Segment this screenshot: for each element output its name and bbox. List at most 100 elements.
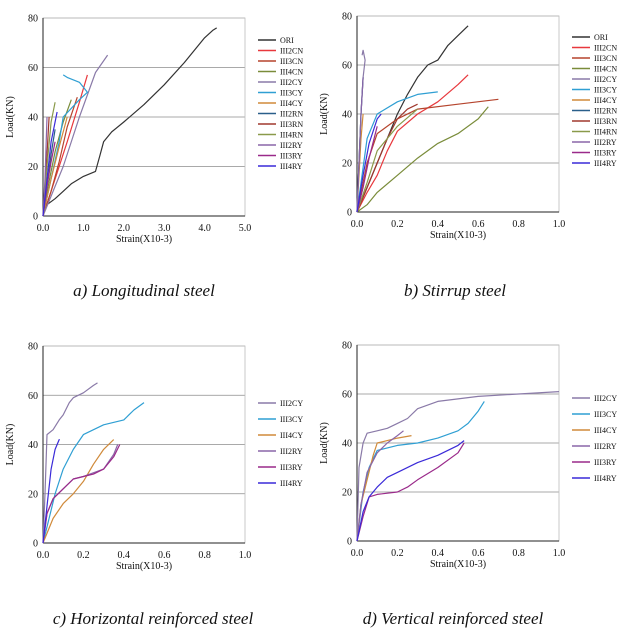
- panel-caption: d) Vertical reinforced steel: [363, 609, 544, 628]
- legend-label: III4RY: [594, 159, 617, 168]
- x-tick-label: 3.0: [158, 223, 171, 234]
- legend-label: III2RY: [280, 447, 303, 456]
- legend-label: III2RY: [594, 138, 617, 147]
- legend-label: III3CY: [280, 415, 303, 424]
- legend-label: III3CY: [280, 89, 303, 98]
- legend-label: III4RY: [280, 479, 303, 488]
- series-line-iii4ry: [356, 113, 382, 213]
- x-axis-label: Strain(X10-3): [116, 234, 172, 245]
- series-line-iii2cy: [42, 382, 98, 544]
- panel-vertical-reinforced-steel: 0 20 40 60 80 0.0 0.2 0.4 0.6 0.8 1.0 Strain(X10-3)…: [319, 341, 617, 629]
- y-tick-label: 80: [342, 341, 352, 352]
- y-tick-label: 20: [28, 489, 38, 500]
- y-tick-label: 60: [342, 61, 352, 72]
- legend-label: ORI: [594, 33, 608, 42]
- y-tick-label: 0: [347, 208, 352, 219]
- x-tick-label: 5.0: [239, 223, 252, 234]
- y-tick-label: 20: [28, 162, 38, 173]
- x-tick-label: 0.0: [37, 550, 50, 561]
- x-tick-label: 0.2: [391, 219, 404, 230]
- legend-label: III3CY: [594, 410, 617, 419]
- legend-label: III3CY: [594, 86, 617, 95]
- y-tick-label: 40: [342, 110, 352, 121]
- series-line-iii4cy: [356, 435, 412, 542]
- legend-label: III3RN: [594, 117, 617, 126]
- legend-label: III2CN: [594, 44, 617, 53]
- x-axis-label: Strain(X10-3): [430, 230, 486, 241]
- y-tick-label: 40: [28, 440, 38, 451]
- series-line-iii2cy: [356, 391, 560, 542]
- x-tick-label: 0.6: [472, 219, 485, 230]
- series-line-iii3cy: [356, 91, 438, 213]
- x-tick-label: 0.0: [351, 548, 364, 559]
- panel-stirrup-steel: 0 20 40 60 80 0.0 0.2 0.4 0.6 0.8 1.0 Strain(X10-3)…: [319, 12, 617, 301]
- legend-label: III2RN: [280, 110, 303, 119]
- y-tick-label: 0: [33, 539, 38, 550]
- y-axis-label: Load(KN): [319, 93, 330, 135]
- y-tick-label: 0: [33, 212, 38, 223]
- series-line-iii4ry: [42, 439, 60, 544]
- y-tick-label: 0: [347, 537, 352, 548]
- panel-longitudinal-steel: 0 20 40 60 80 0.0 1.0 2.0 3.0 4.0 5.0 Strain(X10-3)…: [5, 14, 303, 301]
- y-tick-label: 60: [342, 390, 352, 401]
- series-line-iii4ry: [356, 440, 465, 542]
- series-line-iii3ry: [42, 444, 121, 544]
- x-tick-label: 4.0: [198, 223, 211, 234]
- series-line-ori: [42, 27, 218, 217]
- legend-label: III3RY: [594, 149, 617, 158]
- legend-label: III4CN: [280, 68, 303, 77]
- x-tick-label: 0.2: [77, 550, 90, 561]
- series-line-iii3ry: [356, 126, 378, 213]
- legend-label: III2RY: [594, 442, 617, 451]
- panel-caption: c) Horizontal reinforced steel: [53, 609, 254, 628]
- series-line-iii2ry: [42, 116, 48, 217]
- legend-label: III3RY: [280, 152, 303, 161]
- x-axis-label: Strain(X10-3): [116, 561, 172, 572]
- series-line-iii2cn: [356, 74, 469, 213]
- x-tick-label: 0.8: [512, 548, 525, 559]
- x-axis-label: Strain(X10-3): [430, 559, 486, 570]
- legend-label: III4CN: [594, 65, 617, 74]
- x-tick-label: 0.6: [158, 550, 171, 561]
- y-tick-label: 40: [28, 113, 38, 124]
- legend-label: III3RY: [280, 463, 303, 472]
- panel-caption: a) Longitudinal steel: [73, 281, 215, 300]
- x-tick-label: 0.4: [432, 548, 445, 559]
- legend-label: III3RY: [594, 458, 617, 467]
- legend-label: III2CY: [280, 78, 303, 87]
- legend-label: III2CY: [280, 399, 303, 408]
- series-line-iii3cn: [42, 97, 78, 217]
- panel-horizontal-reinforced-steel: 0 20 40 60 80 0.0 0.2 0.4 0.6 0.8 1.0 Strain(X10-3)…: [5, 342, 303, 629]
- y-tick-label: 20: [342, 159, 352, 170]
- series-line-iii3cy: [42, 402, 145, 544]
- series-line-iii3ry: [356, 442, 465, 542]
- x-tick-label: 0.4: [118, 550, 131, 561]
- legend-label: III4CY: [280, 99, 303, 108]
- series-line-iii3cn: [356, 98, 499, 213]
- y-axis-label: Load(KN): [5, 424, 16, 466]
- y-tick-label: 40: [342, 439, 352, 450]
- x-tick-label: 1.0: [239, 550, 252, 561]
- series-line-iii4ry: [42, 111, 58, 217]
- x-tick-label: 1.0: [553, 219, 566, 230]
- series-line-iii4cy: [42, 439, 115, 544]
- x-tick-label: 0.0: [351, 219, 364, 230]
- y-tick-label: 60: [28, 391, 38, 402]
- series-line-iii4rn: [356, 108, 418, 213]
- y-axis-label: Load(KN): [319, 422, 330, 464]
- series-line-iii4cy: [42, 116, 68, 217]
- legend-label: III4RN: [594, 128, 617, 137]
- legend-label: III4RY: [594, 474, 617, 483]
- x-tick-label: 0.2: [391, 548, 404, 559]
- legend-label: III4RN: [280, 131, 303, 140]
- series-line-iii2ry: [356, 430, 404, 542]
- legend-label: III2CY: [594, 75, 617, 84]
- y-axis-label: Load(KN): [5, 96, 16, 138]
- legend-label: ORI: [280, 36, 294, 45]
- x-tick-label: 0.8: [198, 550, 211, 561]
- legend-label: III2RN: [594, 107, 617, 116]
- series-line-iii4rn: [42, 102, 56, 217]
- legend-label: III2CN: [280, 47, 303, 56]
- series-line-iii2cy: [42, 54, 109, 217]
